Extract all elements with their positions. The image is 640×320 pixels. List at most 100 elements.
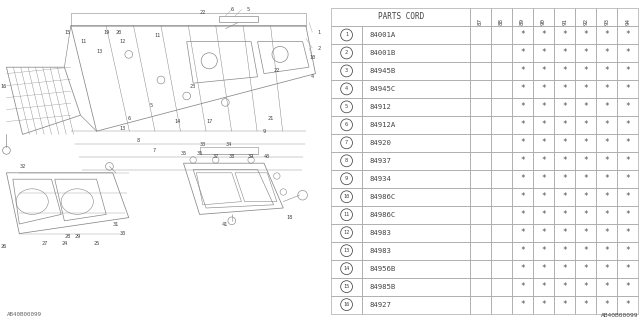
Bar [596,278,618,296]
Text: *: * [584,138,588,147]
Bar [332,224,362,242]
Bar [618,260,639,278]
Bar [491,26,512,44]
Text: 84945B: 84945B [370,68,396,74]
Bar [512,152,533,170]
Text: 90: 90 [541,18,546,25]
Bar [470,62,491,80]
Bar [470,278,491,296]
Bar [470,134,491,152]
Text: *: * [520,67,525,76]
Bar [332,278,362,296]
Bar [332,296,362,314]
Text: 5: 5 [345,104,348,109]
Text: 32: 32 [19,164,26,169]
Text: *: * [563,210,567,219]
Text: *: * [625,67,630,76]
Text: *: * [625,84,630,93]
Bar [575,98,596,116]
Bar [618,188,639,206]
Bar [470,44,491,62]
Bar [596,206,618,224]
Text: *: * [520,102,525,111]
Text: *: * [605,67,609,76]
Bar [491,278,512,296]
Text: *: * [520,156,525,165]
Bar [596,80,618,98]
Text: 84956B: 84956B [370,266,396,272]
Bar [596,116,618,134]
Text: *: * [541,228,546,237]
Text: 8: 8 [137,138,140,143]
Text: 93: 93 [604,18,609,25]
Bar [618,80,639,98]
Bar [512,242,533,260]
Text: *: * [541,282,546,291]
Text: *: * [584,120,588,129]
Text: *: * [605,228,609,237]
Bar [491,98,512,116]
Text: 87: 87 [478,18,483,25]
Text: *: * [584,30,588,39]
Text: *: * [520,138,525,147]
Text: *: * [584,48,588,58]
Bar [362,134,470,152]
Text: 12: 12 [119,39,125,44]
Bar [470,98,491,116]
Text: *: * [541,192,546,201]
Text: *: * [584,102,588,111]
Text: 7: 7 [153,148,156,153]
Bar [575,260,596,278]
Bar [554,134,575,152]
Bar [533,98,554,116]
Bar [470,80,491,98]
Bar [575,242,596,260]
Text: 24: 24 [61,241,67,246]
Bar [575,170,596,188]
Bar [554,170,575,188]
Text: *: * [541,102,546,111]
Text: *: * [520,192,525,201]
Text: 6: 6 [127,116,131,121]
Text: *: * [520,300,525,309]
Text: *: * [584,192,588,201]
Bar [596,170,618,188]
Bar [362,242,470,260]
Text: *: * [541,156,546,165]
Text: *: * [541,138,546,147]
Text: 89: 89 [520,18,525,25]
Bar [533,80,554,98]
Text: *: * [563,192,567,201]
Bar [491,188,512,206]
Bar [596,98,618,116]
Bar [554,26,575,44]
Bar [618,224,639,242]
Bar [533,278,554,296]
Text: *: * [541,84,546,93]
Bar [470,188,491,206]
Text: *: * [625,282,630,291]
Text: 1: 1 [345,32,348,37]
Bar [533,296,554,314]
Bar [512,8,533,26]
Text: 1: 1 [317,29,320,35]
Bar [618,242,639,260]
Text: 11: 11 [155,33,161,38]
Bar [554,116,575,134]
Bar [512,296,533,314]
Text: *: * [625,120,630,129]
Bar [362,224,470,242]
Text: 6: 6 [230,7,234,12]
Bar [575,224,596,242]
Text: 4: 4 [345,86,348,92]
Text: 14: 14 [174,119,180,124]
Bar [512,116,533,134]
Bar [533,170,554,188]
Text: *: * [541,48,546,58]
Text: 7: 7 [345,140,348,145]
Bar [533,134,554,152]
Bar [332,80,362,98]
Bar [332,242,362,260]
Bar [332,26,362,44]
Bar [362,278,470,296]
